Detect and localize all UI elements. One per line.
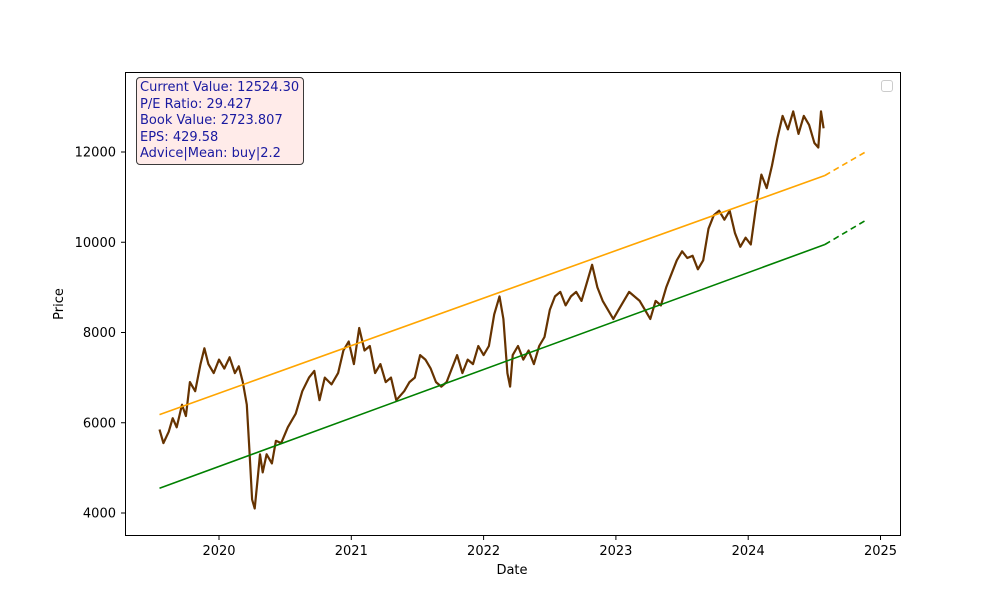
x-tick-label: 2023 bbox=[599, 544, 632, 559]
series-lower-trend bbox=[159, 243, 826, 489]
book-value-text: Book Value: 2723.807 bbox=[140, 113, 283, 128]
y-tick-label: 6000 bbox=[83, 416, 116, 431]
x-axis-label: Date bbox=[496, 563, 527, 578]
series-price bbox=[158, 110, 825, 510]
series-upper-trend-projection bbox=[824, 151, 866, 177]
advice-text: Advice|Mean: buy|2.2 bbox=[140, 146, 281, 161]
pe-ratio-text: P/E Ratio: 29.427 bbox=[140, 96, 252, 112]
x-tick-label: 2024 bbox=[732, 544, 765, 559]
current-value-text: Current Value: 12524.30 bbox=[140, 80, 300, 95]
y-axis-label: Price bbox=[52, 288, 67, 320]
series-upper-trend bbox=[159, 174, 826, 416]
x-axis: 2020 2021 2022 2023 2024 2025 bbox=[202, 535, 897, 559]
y-axis: 4000 6000 8000 10000 12000 bbox=[75, 146, 126, 522]
series-lower-trend-projection bbox=[824, 220, 866, 246]
y-tick-label: 8000 bbox=[83, 326, 116, 341]
stock-info-box: Current Value: 12524.30 P/E Ratio: 29.42… bbox=[136, 77, 305, 165]
series-layer bbox=[158, 110, 866, 510]
y-tick-label: 10000 bbox=[75, 236, 116, 251]
y-tick-label: 12000 bbox=[75, 146, 116, 161]
x-tick-label: 2022 bbox=[467, 544, 500, 559]
plot-frame bbox=[125, 72, 901, 536]
x-tick-label: 2020 bbox=[202, 544, 235, 559]
x-tick-label: 2021 bbox=[335, 544, 368, 559]
x-tick-label: 2025 bbox=[864, 544, 897, 559]
eps-text: EPS: 429.58 bbox=[140, 129, 219, 145]
empty-legend bbox=[881, 80, 893, 92]
y-tick-label: 4000 bbox=[83, 507, 116, 522]
